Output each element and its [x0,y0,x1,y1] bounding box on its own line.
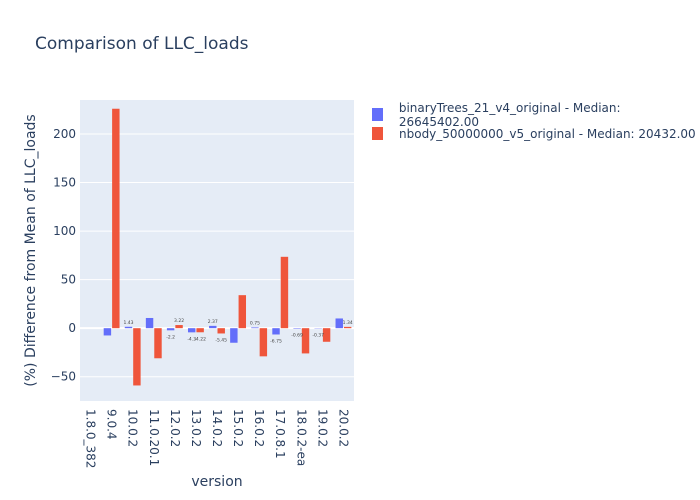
bar-series-1-14.0.2 [217,328,225,334]
bar-series-0-10.0.2 [124,326,133,329]
data-label: 0.75 [250,320,260,326]
bar-series-1-11.0.20.1 [154,328,162,359]
y-axis-title: (%) Difference from Mean of LLC_loads [23,114,39,386]
bar-series-1-20.0.2 [343,326,352,329]
data-label: 1.43 [123,320,133,326]
x-tick-label: 12.0.2 [168,409,182,447]
x-tick-label: 10.0.2 [126,409,140,447]
x-tick-label: 17.0.8.1 [273,409,287,459]
bar-series-1-17.0.8.1 [280,256,289,329]
x-tick-label: 11.0.20.1 [147,409,161,466]
bar-series-0-20.0.2 [335,318,343,329]
x-axis-title: version [191,474,242,490]
y-tick-label: 0 [68,321,76,335]
data-label: -2.2 [166,334,175,340]
legend-label-series-1: nbody_50000000_v5_original - Median: 204… [399,126,696,141]
data-label: -6.75 [270,338,282,344]
bar-series-1-15.0.2 [238,295,247,329]
legend-item-series-1[interactable]: nbody_50000000_v5_original - Median: 204… [372,124,700,143]
bar-series-0-16.0.2 [251,327,259,329]
legend-item-series-0[interactable]: binaryTrees_21_v4_original - Median: 266… [372,101,700,129]
legend-label-series-0: binaryTrees_21_v4_original - Median: 266… [398,100,621,129]
plot-area [80,100,354,401]
y-tick-label: 150 [53,176,76,190]
bar-series-1-13.0.2 [196,328,204,333]
x-tick-label: 13.0.2 [189,409,203,447]
legend-swatch-series-1 [372,127,383,140]
legend: binaryTrees_21_v4_original - Median: 266… [372,101,700,143]
x-tick-label: 14.0.2 [210,409,224,447]
data-label: -0.69 [291,333,303,339]
x-tick-label: 1.8.0_382 [84,409,98,468]
bar-series-1-10.0.2 [133,328,141,386]
bar-series-1-12.0.2 [175,325,183,329]
data-label: 1.34 [343,320,353,326]
data-label: -0.37 [312,332,324,338]
bar-series-1-16.0.2 [259,328,268,357]
x-tick-label: 20.0.2 [336,409,350,447]
bar-series-0-13.0.2 [187,328,196,333]
bar-series-0-11.0.20.1 [145,317,154,329]
data-label: -4.3 [187,336,196,342]
bar-series-1-9.0.4 [112,108,120,329]
x-tick-label: 19.0.2 [315,409,329,447]
bar-series-0-17.0.8.1 [272,328,280,335]
x-tick-label: 16.0.2 [252,409,266,447]
data-label: 2.37 [208,319,218,325]
x-tick-label: 18.0.2-ea [294,409,308,466]
bar-series-0-9.0.4 [103,328,112,336]
chart-title: Comparison of LLC_loads [35,34,249,54]
bar-series-1-19.0.2 [322,328,331,342]
y-tick-label: 100 [53,224,76,238]
legend-swatch-series-0 [372,108,383,121]
bar-series-0-14.0.2 [209,325,217,329]
data-label: 3.22 [174,318,184,324]
bar-series-0-12.0.2 [166,328,175,331]
y-tick-label: 200 [53,127,76,141]
x-tick-label: 15.0.2 [231,409,245,447]
y-tick-label: −50 [51,370,76,384]
bar-series-0-15.0.2 [230,328,238,343]
y-tick-label: 50 [61,273,76,287]
x-tick-label: 9.0.4 [105,409,119,440]
bar-series-1-18.0.2-ea [301,328,310,354]
data-label: -5.45 [215,337,227,343]
data-label: -4.22 [194,336,206,342]
